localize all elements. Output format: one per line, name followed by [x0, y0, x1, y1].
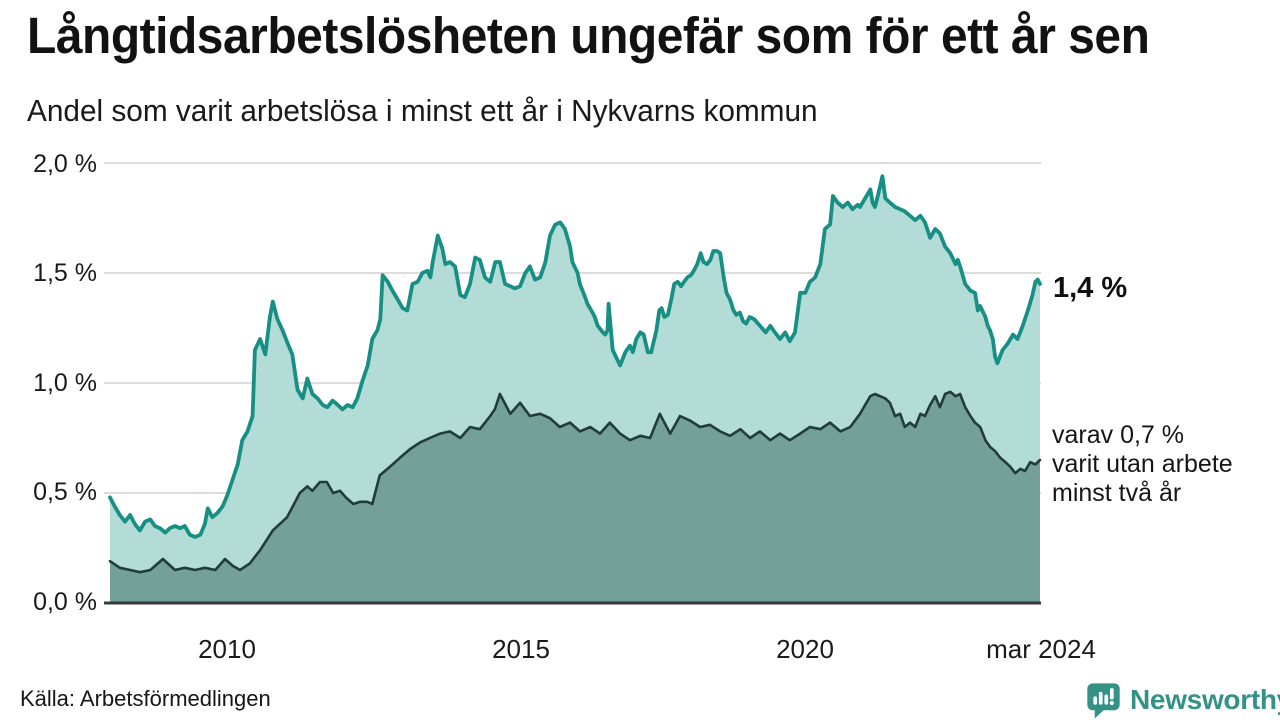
x-axis-tick-label: mar 2024	[986, 634, 1096, 664]
area-minst-tva-ar	[110, 391, 1040, 603]
y-axis-tick-label: 1,0 %	[33, 369, 97, 397]
newsworthy-wordmark: Newsworthy	[1130, 684, 1280, 715]
line-minst-ett-ar	[108, 174, 1042, 539]
y-axis-tick-label: 0,0 %	[33, 588, 97, 616]
series2-annotation: varav 0,7 % varit utan arbete minst två …	[1052, 421, 1233, 508]
line-minst-tva-ar	[108, 390, 1042, 574]
series-end-value-label: 1,4 %	[1053, 272, 1128, 304]
y-axis-tick-label: 1,5 %	[33, 259, 97, 287]
x-axis-tick-label: 2010	[198, 634, 256, 664]
newsworthy-logo: Newsworthy	[1085, 679, 1280, 720]
y-axis-tick-label: 0,5 %	[33, 478, 97, 506]
series2-annotation-line: varav 0,7 %	[1052, 421, 1185, 449]
y-axis-tick-label: 2,0 %	[33, 150, 97, 178]
x-axis-tick-label: 2015	[492, 634, 550, 664]
series2-annotation-line: minst två år	[1052, 479, 1182, 507]
chart-subtitle: Andel som varit arbetslösa i minst ett å…	[27, 93, 818, 128]
newsworthy-icon	[1087, 682, 1120, 719]
source-note: Källa: Arbetsförmedlingen	[20, 686, 271, 711]
x-axis-tick-label: 2020	[776, 634, 834, 664]
chart-title: Långtidsarbetslösheten ungefär som för e…	[27, 7, 1150, 64]
series2-annotation-line: varit utan arbete	[1052, 450, 1233, 478]
